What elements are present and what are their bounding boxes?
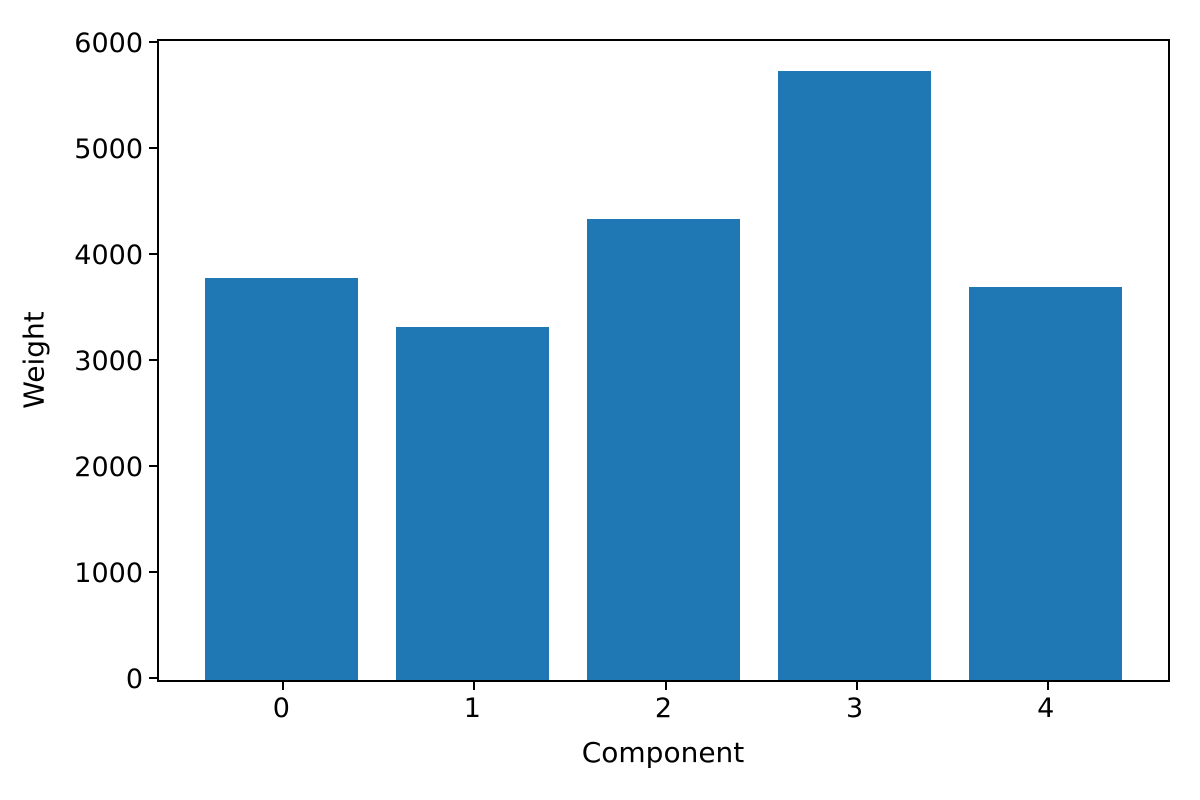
y-tick-mark [149, 252, 157, 255]
y-axis-tick-label: 0 [125, 664, 143, 695]
y-axis-tick-label: 1000 [74, 557, 143, 589]
x-tick-mark [282, 682, 285, 690]
y-axis-title: Weight [17, 311, 51, 409]
plot-area [149, 39, 1170, 690]
bar [969, 286, 1123, 680]
y-tick-mark [149, 570, 157, 573]
x-tick-mark [1046, 682, 1049, 690]
x-axis-tick-label: 4 [1037, 693, 1055, 724]
y-axis-tick-label: 4000 [74, 239, 143, 271]
y-axis-tick-label: 3000 [74, 345, 143, 377]
x-tick-mark [473, 682, 476, 690]
x-axis-tick-label: 2 [654, 693, 673, 724]
x-axis-tick-label: 0 [272, 693, 290, 724]
y-tick-mark [149, 677, 157, 679]
y-tick-mark [149, 40, 157, 43]
x-axis-title: Component [581, 736, 745, 769]
x-tick-mark [664, 682, 667, 690]
y-axis-tick-label: 2000 [74, 451, 143, 483]
x-axis-tick-label: 1 [463, 693, 481, 724]
y-tick-mark [149, 358, 157, 361]
x-axis-tick-label: 3 [846, 693, 864, 724]
y-axis-tick-label: 5000 [74, 133, 143, 165]
bar [204, 278, 358, 680]
y-axis-tick-label: 6000 [74, 27, 143, 59]
y-tick-mark [149, 464, 157, 467]
bar [395, 326, 549, 680]
bar [587, 218, 740, 680]
x-tick-mark [855, 682, 858, 690]
y-tick-mark [149, 146, 157, 149]
bar [778, 71, 932, 680]
